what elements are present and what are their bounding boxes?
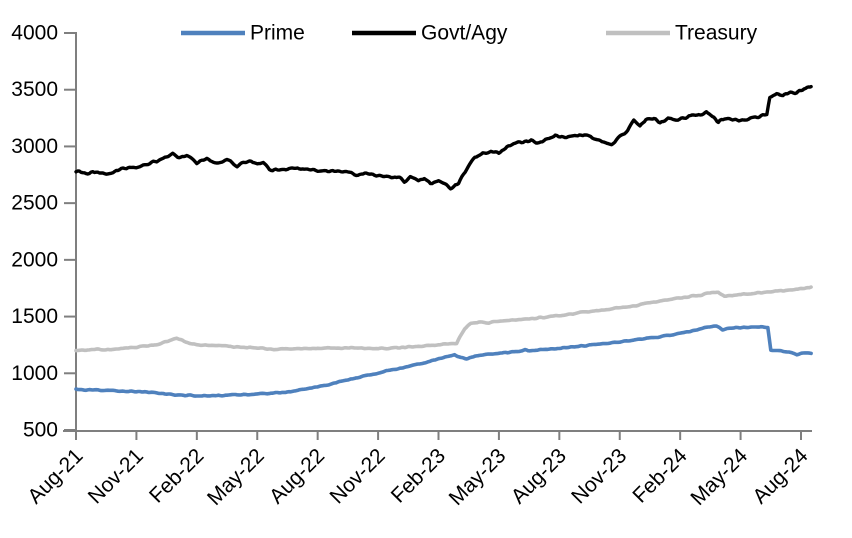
x-tick-label-may-22: May-22 xyxy=(203,444,269,510)
y-tick-label-3500: 3500 xyxy=(11,78,58,101)
y-tick-label-1500: 1500 xyxy=(11,305,58,328)
y-tick-label-2500: 2500 xyxy=(11,192,58,215)
series-line-govt-agy xyxy=(74,84,813,191)
x-tick-label-feb-23: Feb-23 xyxy=(387,444,450,507)
x-tick-label-may-23: May-23 xyxy=(445,444,511,510)
x-tick-label-feb-24: Feb-24 xyxy=(628,444,692,508)
legend-label-treasury: Treasury xyxy=(675,22,758,45)
y-tick-label-2000: 2000 xyxy=(11,248,58,271)
series-line-treasury xyxy=(74,285,813,353)
x-tick-label-aug-24: Aug-24 xyxy=(748,444,812,508)
legend-label-prime: Prime xyxy=(250,22,305,45)
y-tick-label-1000: 1000 xyxy=(11,362,58,385)
y-tick-label-3000: 3000 xyxy=(11,135,58,158)
x-tick-label-aug-21: Aug-21 xyxy=(23,444,87,508)
x-tick-label-nov-21: Nov-21 xyxy=(84,444,148,508)
x-tick-label-aug-22: Aug-22 xyxy=(265,444,329,508)
x-tick-label-aug-23: Aug-23 xyxy=(507,444,571,508)
x-tick-label-feb-22: Feb-22 xyxy=(145,444,208,507)
x-tick-label-may-24: May-24 xyxy=(686,444,752,510)
y-tick-label-500: 500 xyxy=(23,419,58,442)
x-tick-label-nov-23: Nov-23 xyxy=(567,444,631,508)
series-line-prime xyxy=(74,324,813,398)
y-tick-label-4000: 4000 xyxy=(11,22,58,45)
legend-label-govt-agy: Govt/Agy xyxy=(421,22,508,45)
x-tick-label-nov-22: Nov-22 xyxy=(325,444,389,508)
